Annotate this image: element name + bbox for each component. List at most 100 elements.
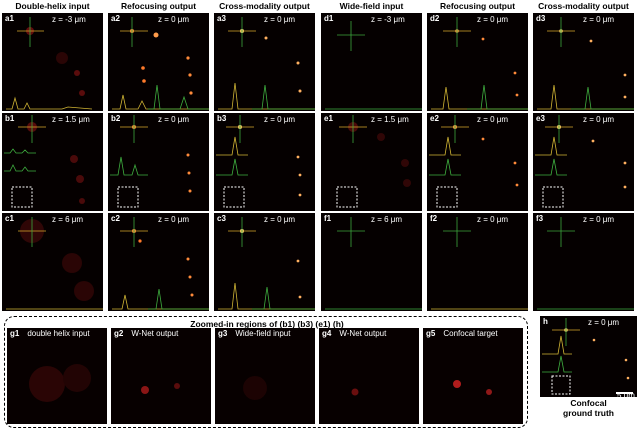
panel-label: c1: [5, 214, 14, 223]
panel-label: g3 Wide-field input: [218, 329, 290, 338]
panel-c3-image: [218, 217, 315, 310]
panel-label: a1: [5, 14, 14, 23]
g5-text: Confocal target: [443, 329, 498, 338]
panel-d1: d1 z = -3 μm: [321, 13, 422, 111]
panel-c3: c3 z = 0 μm: [214, 213, 315, 311]
z-label: z = 0 μm: [158, 115, 190, 124]
panel-label: h: [543, 317, 548, 326]
panel-d1-image: [325, 21, 422, 110]
z-label: z = 0 μm: [583, 115, 615, 124]
panel-a2: a2 z = 0 μm: [108, 13, 209, 111]
z-label: z = 0 μm: [158, 15, 190, 24]
z-label: z = 0 μm: [477, 215, 509, 224]
panel-label: f2: [430, 214, 438, 223]
z-label: z = 1.5 μm: [371, 115, 409, 124]
panel-e2-image: [429, 115, 519, 208]
header-wide-field-input: Wide-field input: [339, 1, 404, 11]
scale-bar-label: 5 μm: [617, 391, 635, 400]
panel-label: d1: [324, 14, 334, 23]
header-double-helix-input: Double-helix input: [15, 1, 90, 11]
panel-d2-image: [431, 17, 528, 110]
panel-c2-image: [112, 217, 209, 310]
panel-c2: c2 z = 0 μm: [108, 213, 209, 311]
g5-id: g5: [426, 329, 436, 338]
g1-text: double helix input: [27, 329, 90, 338]
z-label: z = 0 μm: [264, 215, 296, 224]
panel-f2: f2 z = 0 μm: [427, 213, 528, 311]
panel-f1-image: [325, 217, 422, 310]
panel-a2-image: [112, 17, 209, 110]
g2-text: W-Net output: [131, 329, 179, 338]
panel-g1: g1 double helix input: [7, 328, 107, 424]
caption-line-2: ground truth: [563, 408, 614, 418]
ground-truth-caption: Confocal ground truth: [540, 398, 637, 418]
panel-label: a3: [217, 14, 226, 23]
panel-e3: e3 z = 0 μm: [533, 113, 634, 211]
header-cross-modality-output-d: Cross-modality output: [538, 1, 629, 11]
panel-g5: g5 Confocal target: [423, 328, 523, 424]
panel-h-image: [542, 318, 633, 395]
g1-id: g1: [10, 329, 20, 338]
panel-label: g2 W-Net output: [114, 329, 178, 338]
panel-f2-image: [431, 217, 528, 310]
z-label: z = 0 μm: [583, 15, 615, 24]
panel-b2: b2 z = 0 μm: [108, 113, 209, 211]
panel-b3: b3 z = 0 μm: [214, 113, 315, 211]
panel-e1: e1 z = 1.5 μm: [321, 113, 422, 211]
panel-c1: c1 z = 6 μm: [2, 213, 103, 311]
panel-label: f3: [536, 214, 544, 223]
panel-label: e2: [430, 114, 439, 123]
g4-text: W-Net output: [339, 329, 387, 338]
panel-f3-image: [537, 217, 634, 310]
panel-b1-image: [4, 115, 85, 208]
panel-label: e1: [324, 114, 333, 123]
g2-id: g2: [114, 329, 124, 338]
panel-a1-image: [6, 17, 93, 110]
panel-c1-image: [6, 217, 103, 310]
z-label: z = 6 μm: [371, 215, 403, 224]
panel-label: g4 W-Net output: [322, 329, 386, 338]
panel-g2-image: [141, 383, 180, 394]
z-label: z = 0 μm: [264, 115, 296, 124]
z-label: z = 1.5 μm: [52, 115, 90, 124]
panel-label: c3: [217, 214, 226, 223]
panel-g4: g4 W-Net output: [319, 328, 419, 424]
panel-label: g1 double helix input: [10, 329, 90, 338]
panel-e2: e2 z = 0 μm: [427, 113, 528, 211]
zoomed-in-regions: Zoomed-in regions of (b1) (b3) (e1) (h) …: [4, 316, 528, 428]
panel-a1: a1 z = -3 μm: [2, 13, 103, 111]
header-cross-modality-output-a: Cross-modality output: [219, 1, 310, 11]
panel-h: h z = 0 μm: [540, 316, 637, 397]
zoom-title: Zoomed-in regions of (b1) (b3) (e1) (h): [190, 319, 344, 329]
panel-b2-image: [110, 115, 192, 208]
panel-a3: a3 z = 0 μm: [214, 13, 315, 111]
z-label: z = 6 μm: [52, 215, 84, 224]
panel-e1-image: [336, 115, 411, 208]
panel-d3: d3 z = 0 μm: [533, 13, 634, 111]
z-label: z = 0 μm: [264, 15, 296, 24]
panel-a3-image: [218, 17, 315, 110]
z-label: z = 0 μm: [583, 215, 615, 224]
g4-id: g4: [322, 329, 332, 338]
panel-b3-image: [216, 115, 302, 208]
z-label: z = -3 μm: [52, 15, 86, 24]
header-refocusing-output-d: Refocusing output: [439, 1, 516, 11]
header-refocusing-output-a: Refocusing output: [120, 1, 197, 11]
panel-f1: f1 z = 6 μm: [321, 213, 422, 311]
panel-b1: b1 z = 1.5 μm: [2, 113, 103, 211]
z-label: z = -3 μm: [371, 15, 405, 24]
panel-g3-image: [243, 376, 267, 400]
panel-label: b1: [5, 114, 15, 123]
panel-d3-image: [537, 17, 634, 110]
panel-label: c2: [111, 214, 120, 223]
g3-id: g3: [218, 329, 228, 338]
panel-g2: g2 W-Net output: [111, 328, 211, 424]
panel-label: e3: [536, 114, 545, 123]
g3-text: Wide-field input: [235, 329, 291, 338]
panel-g1-image: [29, 364, 91, 402]
z-label: z = 0 μm: [477, 15, 509, 24]
panel-g5-image: [453, 380, 492, 395]
panel-label: g5 Confocal target: [426, 329, 498, 338]
panel-label: d2: [430, 14, 440, 23]
z-label: z = 0 μm: [158, 215, 190, 224]
